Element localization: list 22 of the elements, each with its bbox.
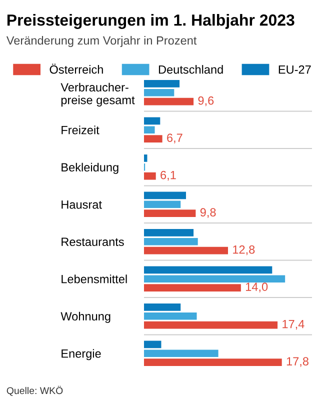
data-label: 6,1 — [160, 170, 176, 181]
y-tick-label: Restaurants — [62, 238, 124, 246]
legend-label: EU-27 — [278, 65, 311, 74]
source-note: Quelle: WKÖ — [6, 386, 63, 396]
chart-subtitle: Veränderung zum Vorjahr in Prozent — [6, 36, 197, 48]
data-label: 9,6 — [198, 96, 214, 106]
chart-title: Preissteigerungen im 1. Halbjahr 2023 — [7, 14, 294, 29]
data-label: 9,8 — [200, 208, 216, 218]
data-label: 14,0 — [246, 282, 268, 292]
y-tick-label: Hausrat — [62, 200, 102, 209]
y-tick-label: Verbraucher- preise gesamt — [60, 82, 135, 107]
y-tick-label: Bekleidung — [62, 162, 118, 174]
data-label: 17,8 — [286, 357, 308, 367]
data-label: 17,4 — [282, 320, 304, 330]
legend-label: Österreich — [50, 64, 103, 74]
data-label: 12,8 — [233, 245, 255, 256]
y-tick-label: Lebensmittel — [62, 274, 127, 284]
data-label: 6,7 — [167, 134, 182, 144]
legend-label: Deutschland — [158, 65, 223, 74]
y-tick-label: Wohnung — [60, 312, 110, 323]
y-tick-label: Freizeit — [62, 126, 100, 134]
y-tick-label: Energie — [62, 349, 101, 360]
